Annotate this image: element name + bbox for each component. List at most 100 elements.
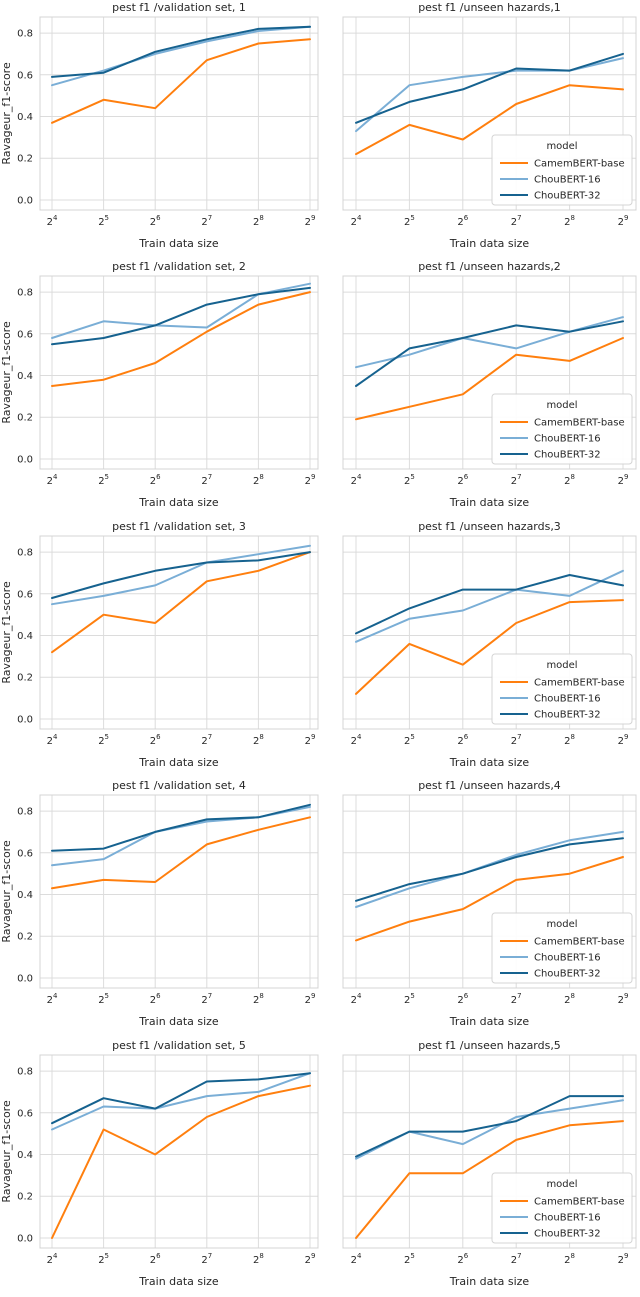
y-axis-label: Ravageur_f1-score [0,62,13,165]
plot-frame [342,1054,637,1249]
line-choubert-32 [51,25,311,78]
x-tick-label: 25 [404,214,415,228]
x-tick-label: 27 [511,473,522,487]
subplot-pest-f1-unseen-hazards-2: pest f1 /unseen hazards,2 24 25 26 27 28 29 Tra… [320,259,640,518]
x-axis-label: Train data size [449,1275,530,1288]
x-tick-label: 29 [618,473,629,487]
x-tick-label: 25 [98,733,109,747]
line-choubert-16 [355,831,624,909]
chart-title: pest f1 /unseen hazards,5 [418,1039,561,1052]
y-tick-label: 0.2 [17,154,33,165]
x-tick-label: 29 [618,1252,629,1266]
line-camembert-base [51,550,311,653]
line-camembert-base [355,598,624,695]
y-axis-label: Ravageur_f1-score [0,840,13,943]
chart-title: pest f1 /validation set, 1 [112,1,246,14]
line-choubert-32 [355,52,624,124]
x-tick-label: 24 [351,473,362,487]
legend-title: model [546,141,577,152]
y-axis-label: Ravageur_f1-score [0,581,13,684]
line-choubert-16 [355,316,624,369]
subplot-pest-f1-unseen-hazards-4: pest f1 /unseen hazards,4 24 25 26 27 28 29 Tra… [320,778,640,1037]
x-axis-label: Train data size [138,1275,219,1288]
legend-label-choubert-16: ChouBERT-16 [534,953,601,964]
subplot-pest-f1-validation-set-4: pest f1 /validation set, 4 0.0 0.2 0.4 0.6 0.… [0,778,320,1037]
x-tick-label: 27 [511,733,522,747]
chart-title: pest f1 /validation set, 2 [112,260,246,273]
subplot-pest-f1-unseen-hazards-5: pest f1 /unseen hazards,5 24 25 26 27 28 29 Tra… [320,1038,640,1297]
subplot-pest-f1-validation-set-2: pest f1 /validation set, 2 0.0 0.2 0.4 0.6 0.… [0,259,320,518]
legend-label-choubert-16: ChouBERT-16 [534,434,601,445]
y-tick-label: 0.2 [17,673,33,684]
chart-svg-pest-f1-validation-set-2: pest f1 /validation set, 2 0.0 0.2 0.4 0.6 0.… [0,260,319,509]
x-tick-label: 28 [564,1252,575,1266]
x-tick-label: 29 [618,214,629,228]
x-tick-label: 28 [253,992,264,1006]
x-axis-label: Train data size [138,756,219,769]
x-tick-label: 28 [564,733,575,747]
y-tick-label: 0.6 [17,848,33,859]
legend-box [491,912,633,984]
y-tick-label: 0.8 [17,547,33,558]
x-tick-label: 25 [98,214,109,228]
x-tick-label: 27 [511,1252,522,1266]
legend: model CamemBERT-base ChouBERT-16 ChouBERT-3… [491,1172,633,1244]
y-tick-label: 0.2 [17,413,33,424]
legend-label-camembert-base: CamemBERT-base [534,418,625,429]
y-tick-label: 0.4 [17,112,33,123]
x-tick-label: 28 [564,992,575,1006]
y-tick-label: 0.6 [17,1108,33,1119]
y-tick-label: 0.4 [17,371,33,382]
x-tick-label: 26 [150,214,161,228]
x-tick-label: 27 [201,733,212,747]
chart-svg-pest-f1-validation-set-4: pest f1 /validation set, 4 0.0 0.2 0.4 0.6 0.… [0,779,319,1028]
x-tick-label: 29 [618,733,629,747]
chart-title: pest f1 /unseen hazards,2 [418,260,561,273]
x-tick-label: 26 [150,992,161,1006]
line-camembert-base [355,856,624,942]
x-tick-label: 26 [150,473,161,487]
line-choubert-16 [355,1098,624,1160]
line-choubert-16 [51,544,311,605]
legend-title: model [546,1179,577,1190]
x-tick-label: 29 [305,214,316,228]
line-choubert-32 [51,803,311,852]
x-tick-label: 29 [305,992,316,1006]
subplot-pest-f1-validation-set-5: pest f1 /validation set, 5 0.0 0.2 0.4 0.6 0.… [0,1038,320,1297]
chart-svg-pest-f1-validation-set-1: pest f1 /validation set, 1 0.0 0.2 0.4 0.6 0.… [0,1,319,250]
x-tick-label: 27 [201,214,212,228]
legend: model CamemBERT-base ChouBERT-16 ChouBERT-3… [491,134,633,206]
chart-svg-pest-f1-unseen-hazards-3: pest f1 /unseen hazards,3 24 25 26 27 28 29 Tra… [342,520,637,769]
chart-svg-pest-f1-unseen-hazards-5: pest f1 /unseen hazards,5 24 25 26 27 28 29 Tra… [342,1039,637,1288]
x-tick-label: 26 [457,214,468,228]
y-tick-label: 0.6 [17,330,33,341]
line-choubert-32 [355,1094,624,1158]
x-axis-label: Train data size [449,237,530,250]
line-choubert-16 [51,806,311,867]
legend-label-choubert-32: ChouBERT-32 [534,709,601,720]
y-tick-label: 0.8 [17,1066,33,1077]
y-tick-label: 0.8 [17,29,33,40]
x-tick-label: 27 [511,992,522,1006]
legend-label-choubert-32: ChouBERT-32 [534,450,601,461]
x-tick-label: 27 [511,214,522,228]
y-tick-label: 0.6 [17,589,33,600]
chart-svg-pest-f1-unseen-hazards-4: pest f1 /unseen hazards,4 24 25 26 27 28 29 Tra… [342,779,637,1028]
legend-label-camembert-base: CamemBERT-base [534,677,625,688]
x-tick-label: 24 [47,992,58,1006]
line-choubert-32 [355,837,624,902]
line-choubert-32 [51,287,311,346]
x-axis-label: Train data size [138,1015,219,1028]
x-tick-label: 24 [47,473,58,487]
x-tick-label: 29 [305,733,316,747]
y-tick-label: 0.2 [17,932,33,943]
line-choubert-16 [355,569,624,643]
legend: model CamemBERT-base ChouBERT-16 ChouBERT-3… [491,653,633,725]
x-tick-label: 24 [351,214,362,228]
y-tick-label: 0.0 [17,974,33,985]
y-tick-label: 0.8 [17,807,33,818]
x-axis-label: Train data size [138,496,219,509]
x-tick-label: 29 [305,1252,316,1266]
line-choubert-32 [355,573,624,635]
